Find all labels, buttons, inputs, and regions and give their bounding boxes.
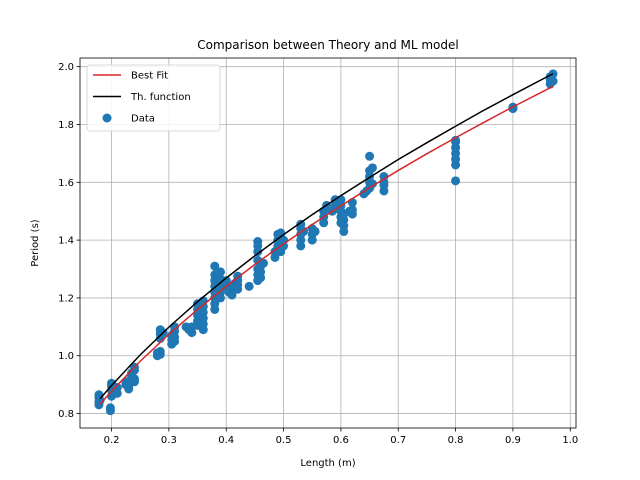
- legend-swatch-data: [102, 113, 112, 123]
- data-point: [129, 377, 139, 387]
- y-tick-label: 1.6: [58, 178, 74, 189]
- data-point: [253, 237, 263, 247]
- x-tick-label: 0.3: [161, 435, 177, 446]
- data-point: [221, 276, 231, 286]
- x-tick-label: 0.4: [218, 435, 234, 446]
- data-point: [367, 163, 377, 173]
- series-layer: [94, 69, 558, 416]
- data-point: [451, 176, 461, 186]
- data-point: [548, 76, 558, 86]
- data-point: [365, 151, 375, 161]
- ticks: 0.2 0.3 0.4 0.5 0.6 0.7 0.8 0.9 1.0 0.8 1.0 1.2 1.4 1…: [58, 62, 578, 446]
- data-point: [367, 179, 377, 189]
- x-tick-label: 0.5: [276, 435, 292, 446]
- x-tick-label: 0.8: [448, 435, 464, 446]
- data-point: [210, 261, 220, 271]
- x-tick-label: 0.6: [333, 435, 349, 446]
- plot-frame: [79, 57, 577, 429]
- x-tick-label: 0.7: [390, 435, 406, 446]
- y-tick-label: 1.8: [58, 120, 74, 131]
- y-tick-label: 1.2: [58, 293, 74, 304]
- y-tick-label: 1.0: [58, 351, 74, 362]
- chart-title: Comparison between Theory and ML model: [197, 38, 459, 52]
- data-point: [310, 226, 320, 236]
- y-axis-label: Period (s): [30, 219, 41, 266]
- y-tick-label: 2.0: [58, 62, 74, 73]
- data-point: [105, 406, 115, 416]
- data-point: [451, 135, 461, 145]
- legend-label-th-function: Th. function: [130, 92, 191, 103]
- data-point: [379, 172, 389, 182]
- th-function-line: [99, 72, 554, 400]
- y-tick-label: 0.8: [58, 409, 74, 420]
- data-point: [155, 346, 165, 356]
- legend: Best Fit Th. function Data: [86, 64, 221, 132]
- x-axis-label: Length (m): [300, 458, 355, 469]
- x-tick-label: 1.0: [562, 435, 578, 446]
- y-tick-label: 1.4: [58, 236, 74, 247]
- legend-box: [86, 64, 221, 132]
- x-tick-label: 0.2: [104, 435, 120, 446]
- data-point: [258, 258, 268, 268]
- data-point: [336, 195, 346, 205]
- data-point: [347, 205, 357, 215]
- data-point: [244, 281, 254, 291]
- x-tick-label: 0.9: [505, 435, 521, 446]
- best-fit-line: [99, 85, 554, 405]
- grid: [80, 58, 576, 428]
- data-point: [215, 267, 225, 277]
- data-point: [170, 336, 180, 346]
- data-point: [112, 383, 122, 393]
- legend-label-best-fit: Best Fit: [131, 71, 168, 82]
- legend-label-data: Data: [131, 114, 155, 125]
